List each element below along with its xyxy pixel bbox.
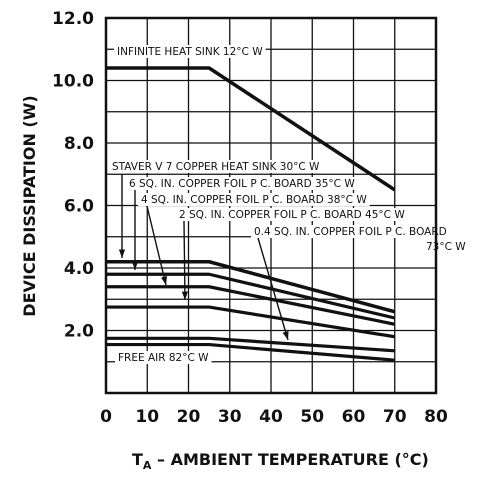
annotation-label-background bbox=[114, 45, 266, 58]
annotation-label: 0.4 SQ. IN. COPPER FOIL P C. BOARD bbox=[254, 226, 447, 238]
annotation-label: 6 SQ. IN. COPPER FOIL P C. BOARD 35°C W bbox=[129, 178, 355, 190]
tick-label-layer: 0 10 20 30 40 50 60 70 80 2.0 4.0 6.0 8.0 10.0 12.0 bbox=[52, 9, 448, 427]
plot-frame bbox=[104, 16, 438, 395]
annotation-label: 73°C W bbox=[426, 241, 466, 253]
y-tick-label: 12.0 bbox=[52, 9, 94, 29]
series-layer bbox=[106, 66, 396, 362]
annotation-label-background bbox=[138, 193, 370, 206]
x-axis-title-rest: – AMBIENT TEMPERATURE (°C) bbox=[151, 450, 428, 469]
series-line bbox=[106, 285, 396, 326]
series-line bbox=[106, 305, 396, 339]
y-tick-label: 2.0 bbox=[64, 322, 94, 342]
series-line bbox=[106, 260, 396, 314]
x-tick-label: 10 bbox=[135, 407, 159, 427]
annotation-label-background bbox=[115, 351, 212, 364]
y-tick-label: 10.0 bbox=[52, 72, 94, 92]
leader-arrow-head bbox=[118, 249, 126, 258]
x-axis-title: TA – AMBIENT TEMPERATURE (°C) bbox=[132, 450, 429, 472]
annotation-label: 4 SQ. IN. COPPER FOIL P C. BOARD 38°C W bbox=[141, 194, 367, 206]
leader-arrow-line bbox=[183, 220, 186, 301]
annotation-label: STAVER V 7 COPPER HEAT SINK 30°C W bbox=[112, 161, 320, 173]
y-tick-label: 4.0 bbox=[64, 259, 94, 279]
annotation-label-background bbox=[109, 160, 323, 173]
y-tick-label: 8.0 bbox=[64, 134, 94, 154]
series-line bbox=[106, 66, 396, 192]
annotation-label-background bbox=[251, 225, 450, 238]
annotation-label-background bbox=[176, 208, 408, 221]
x-axis-title-subscript: A bbox=[143, 459, 152, 472]
series-line bbox=[106, 272, 396, 320]
leader-arrow-line bbox=[257, 237, 289, 341]
leader-arrow-head bbox=[161, 276, 168, 285]
y-tick-label: 6.0 bbox=[64, 197, 94, 217]
leader-arrow-head bbox=[181, 291, 188, 300]
y-axis-title: DEVICE DISSIPATION (W) bbox=[20, 95, 39, 316]
annotation-label: 2 SQ. IN. COPPER FOIL P C. BOARD 45°C W bbox=[179, 209, 405, 221]
annotation-layer: INFINITE HEAT SINK 12°C W STAVER V 7 COPP… bbox=[109, 45, 469, 364]
x-tick-label: 30 bbox=[218, 407, 242, 427]
x-tick-label: 20 bbox=[177, 407, 201, 427]
leader-arrow-head bbox=[282, 331, 289, 340]
leader-arrow-line bbox=[146, 205, 167, 286]
annotation-label-background bbox=[423, 240, 469, 253]
x-tick-label: 80 bbox=[424, 407, 448, 427]
annotation-label: INFINITE HEAT SINK 12°C W bbox=[117, 46, 263, 58]
annotation-label: FREE AIR 82°C W bbox=[118, 352, 209, 364]
leader-arrow-head bbox=[131, 261, 139, 270]
x-axis-title-main: T bbox=[132, 450, 143, 469]
x-tick-label: 40 bbox=[259, 407, 283, 427]
annotation-label-background bbox=[126, 177, 358, 190]
x-tick-label: 70 bbox=[383, 407, 407, 427]
series-line bbox=[106, 336, 395, 353]
x-tick-label: 50 bbox=[300, 407, 324, 427]
x-tick-label: 60 bbox=[342, 407, 366, 427]
series-line bbox=[106, 342, 395, 362]
x-tick-label: 0 bbox=[100, 407, 112, 427]
